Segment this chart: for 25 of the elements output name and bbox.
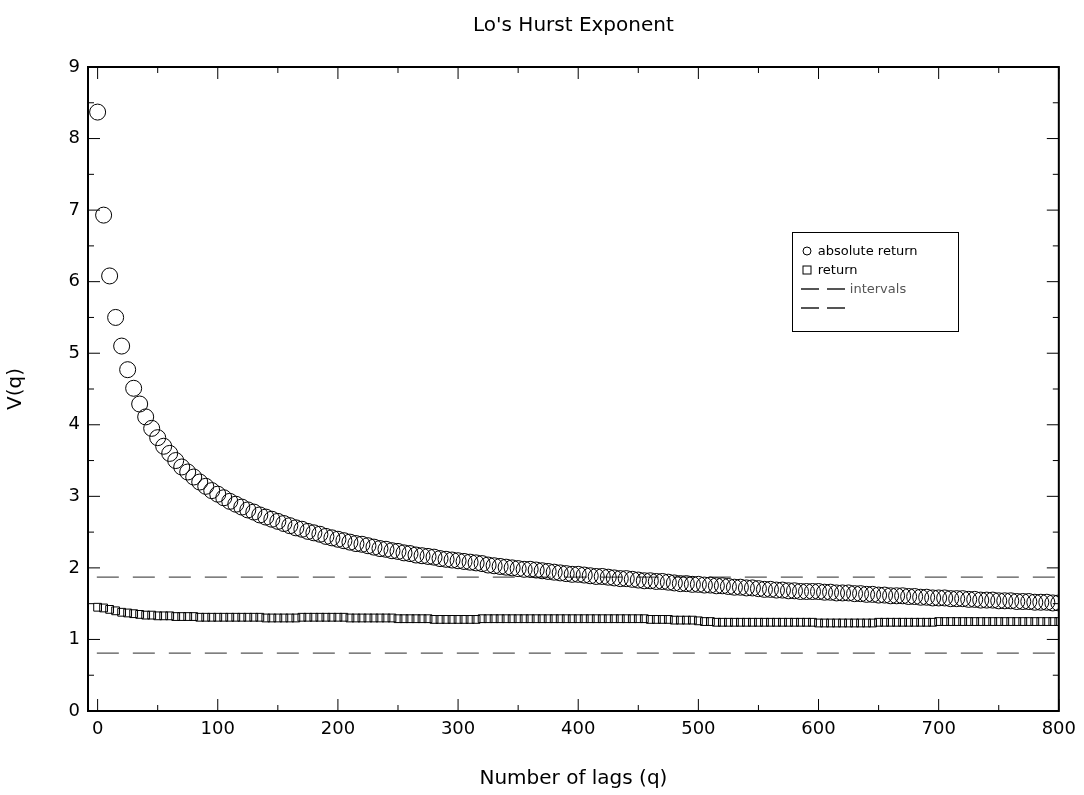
y-tick-label: 6 (68, 269, 80, 291)
x-tick-label: 500 (681, 717, 716, 739)
x-tick-label: 700 (921, 717, 956, 739)
x-tick-label: 100 (200, 717, 235, 739)
x-axis-title: Number of lags (q) (479, 765, 668, 790)
x-tick-label: 200 (320, 717, 356, 739)
x-tick-label: 0 (91, 717, 104, 739)
legend-label: return (817, 262, 858, 277)
y-tick-label: 3 (68, 484, 80, 506)
legend-label: absolute return (817, 243, 918, 258)
y-tick-label: 0 (68, 698, 80, 720)
y-tick-label: 9 (68, 54, 80, 76)
y-tick-label: 2 (68, 555, 80, 577)
x-tick-label: 300 (440, 717, 476, 739)
y-tick-label: 7 (68, 197, 80, 219)
y-tick-label: 4 (68, 412, 80, 434)
legend-label: intervals (849, 281, 907, 296)
chart-title: Lo's Hurst Exponent (473, 12, 674, 37)
y-tick-label: 5 (68, 340, 80, 362)
y-tick-label: 1 (68, 627, 80, 649)
x-tick-label: 800 (1041, 717, 1076, 739)
x-tick-label: 400 (561, 717, 596, 739)
y-axis-title: V(q) (2, 368, 27, 410)
x-tick-label: 600 (801, 717, 836, 739)
y-tick-label: 8 (68, 126, 80, 148)
